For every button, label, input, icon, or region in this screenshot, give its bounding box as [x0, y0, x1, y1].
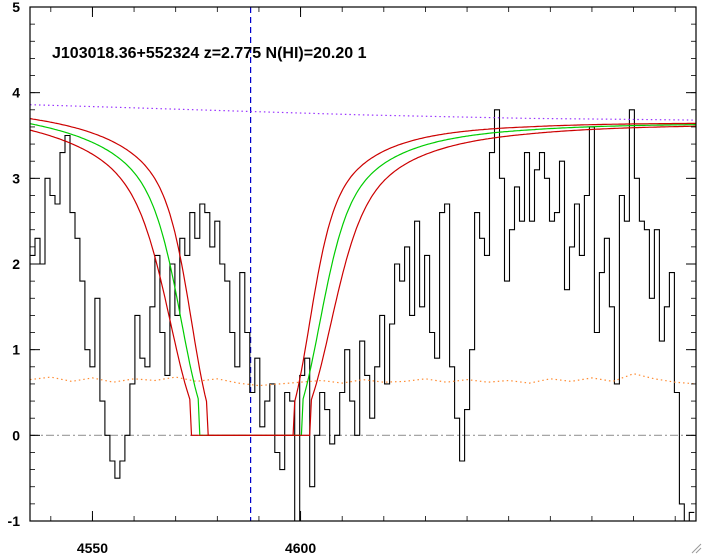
- y-tick-label: 3: [12, 170, 20, 186]
- axes-frame: [29, 6, 697, 522]
- series-flux: [30, 109, 695, 521]
- series-continuum: [30, 104, 696, 121]
- ticks-layer: -1 0 1 2 3 4 5 4550 4600: [8, 0, 696, 556]
- y-tick-label: 0: [12, 427, 20, 443]
- chart-title: J103018.36+552324 z=2.775 N(HI)=20.20 1: [52, 45, 367, 62]
- x-tick-label: 4550: [77, 540, 108, 556]
- y-tick-label: 5: [12, 0, 20, 15]
- series-model-lower: [30, 118, 696, 436]
- series-model-upper: [30, 125, 696, 436]
- series-error: [30, 373, 696, 387]
- resize-grip-icon[interactable]: [690, 542, 702, 554]
- y-tick-label: 1: [12, 342, 20, 358]
- series-layer: [30, 7, 696, 521]
- y-tick-label: 4: [12, 85, 20, 101]
- x-tick-label: 4600: [285, 540, 316, 556]
- series-model-best: [30, 123, 696, 436]
- y-tick-label: 2: [12, 256, 20, 272]
- plot-area: [30, 7, 696, 521]
- y-tick-label: -1: [8, 513, 21, 529]
